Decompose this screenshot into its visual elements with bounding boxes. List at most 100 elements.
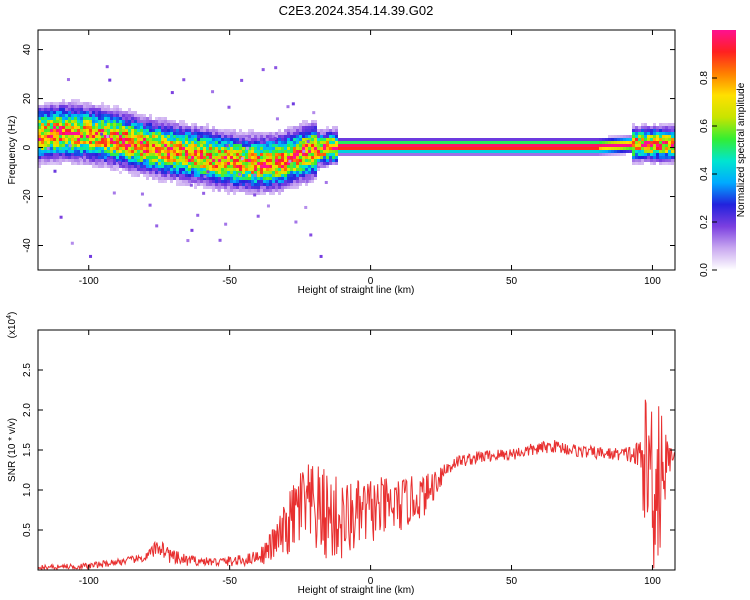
heatmap-cell [62, 105, 65, 108]
colorbar-tick-label: 0.0 [699, 263, 710, 277]
heatmap-cell [293, 159, 296, 162]
heatmap-cell [437, 141, 440, 144]
heatmap-cell [326, 162, 329, 165]
heatmap-cell [236, 162, 239, 165]
heatmap-cell [602, 153, 605, 156]
heatmap-cell [248, 171, 251, 174]
heatmap-cell [320, 147, 323, 150]
heatmap-cell [197, 126, 200, 129]
heatmap-cell [266, 162, 269, 165]
heatmap-cell [545, 138, 548, 141]
heatmap-cell [107, 105, 110, 108]
heatmap-cell [182, 129, 185, 132]
heatmap-cell [599, 147, 602, 150]
heatmap-cell [230, 162, 233, 165]
heatmap-cell [77, 138, 80, 141]
heatmap-cell [176, 156, 179, 159]
heatmap-cell [647, 159, 650, 162]
heatmap-cell [464, 141, 467, 144]
heatmap-cell [197, 183, 200, 186]
heatmap-cell [419, 150, 422, 153]
heatmap-cell [326, 153, 329, 156]
heatmap-cell [278, 147, 281, 150]
heatmap-cell [575, 144, 578, 147]
heatmap-cell [311, 159, 314, 162]
heatmap-cell [242, 150, 245, 153]
heatmap-cell [86, 129, 89, 132]
heatmap-cell [506, 153, 509, 156]
heatmap-cell [101, 141, 104, 144]
heatmap-cell [47, 123, 50, 126]
heatmap-cell [152, 156, 155, 159]
heatmap-cell [215, 138, 218, 141]
heatmap-cell [656, 153, 659, 156]
heatmap-cell [245, 156, 248, 159]
heatmap-cell [59, 159, 62, 162]
heatmap-cell [653, 159, 656, 162]
heatmap-cell [287, 132, 290, 135]
heatmap-cell [95, 162, 98, 165]
heatmap-cell [176, 123, 179, 126]
heatmap-cell [308, 162, 311, 165]
heatmap-cell [80, 147, 83, 150]
heatmap-cell [455, 138, 458, 141]
heatmap-cell [302, 120, 305, 123]
heatmap-cell [221, 153, 224, 156]
heatmap-cell [632, 123, 635, 126]
heatmap-cell [470, 153, 473, 156]
heatmap-cell [305, 171, 308, 174]
heatmap-cell [362, 141, 365, 144]
heatmap-cell [119, 150, 122, 153]
heatmap-cell [53, 153, 56, 156]
heatmap-cell [101, 156, 104, 159]
heatmap-cell [68, 111, 71, 114]
heatmap-cell [416, 147, 419, 150]
heatmap-cell [215, 156, 218, 159]
heatmap-cell [92, 159, 95, 162]
heatmap-cell [353, 141, 356, 144]
heatmap-cell [359, 147, 362, 150]
heatmap-cell [281, 138, 284, 141]
heatmap-cell [668, 132, 671, 135]
heatmap-cell [224, 171, 227, 174]
heatmap-cell [662, 156, 665, 159]
heatmap-cell [245, 153, 248, 156]
heatmap-cell [641, 138, 644, 141]
heatmap-cell [251, 171, 254, 174]
heatmap-cell [668, 123, 671, 126]
heatmap-cell [662, 123, 665, 126]
heatmap-cell [263, 186, 266, 189]
heatmap-cell [302, 177, 305, 180]
heatmap-cell [119, 117, 122, 120]
heatmap-cell [98, 105, 101, 108]
heatmap-cell [38, 114, 41, 117]
heatmap-cell [656, 129, 659, 132]
heatmap-cell [137, 114, 140, 117]
heatmap-cell [293, 174, 296, 177]
heatmap-cell [344, 141, 347, 144]
heatmap-cell [479, 144, 482, 147]
heatmap-cell [146, 120, 149, 123]
heatmap-cell [452, 153, 455, 156]
heatmap-cell [299, 165, 302, 168]
heatmap-cell [179, 150, 182, 153]
heatmap-cell [50, 117, 53, 120]
heatmap-cell [122, 159, 125, 162]
y-tick-label: 2.0 [22, 403, 33, 417]
heatmap-cell [260, 180, 263, 183]
heatmap-cell [194, 168, 197, 171]
heatmap-cell [308, 126, 311, 129]
heatmap-cell [347, 144, 350, 147]
heatmap-cell [68, 156, 71, 159]
heatmap-cell [77, 114, 80, 117]
heatmap-cell [254, 186, 257, 189]
heatmap-cell [143, 150, 146, 153]
heatmap-cell [80, 162, 83, 165]
heatmap-cell [53, 159, 56, 162]
heatmap-cell [323, 138, 326, 141]
heatmap-cell [104, 147, 107, 150]
heatmap-cell [227, 171, 230, 174]
heatmap-cell [158, 132, 161, 135]
heatmap-cell [248, 150, 251, 153]
heatmap-cell [254, 153, 257, 156]
